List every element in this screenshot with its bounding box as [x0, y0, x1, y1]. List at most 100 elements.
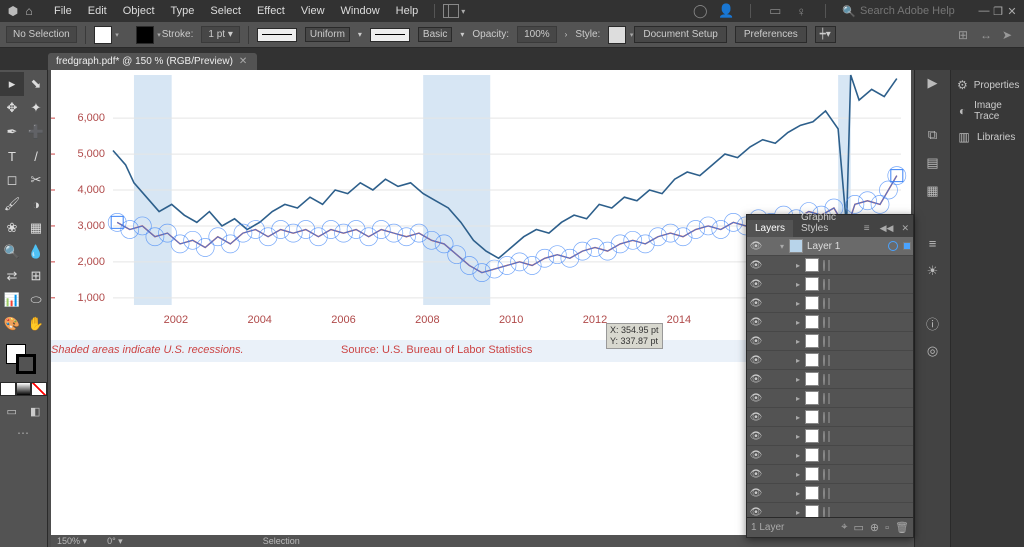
help-search[interactable]: 🔍	[842, 5, 960, 18]
layer-row[interactable]: 👁▸	[747, 503, 913, 517]
graphic-styles-tab[interactable]: Graphic Styles	[793, 209, 858, 237]
visibility-icon[interactable]: 👁	[749, 431, 763, 442]
tool-17[interactable]: ⊞	[24, 264, 48, 288]
new-sublayer-icon[interactable]: ⊕	[870, 521, 879, 534]
tool-12[interactable]: ❀	[0, 216, 24, 240]
tool-13[interactable]: ▦	[24, 216, 48, 240]
visibility-icon[interactable]: 👁	[749, 450, 763, 461]
visibility-icon[interactable]: 👁	[749, 469, 763, 480]
menu-effect[interactable]: Effect	[249, 2, 293, 20]
layer-row[interactable]: 👁▸	[747, 351, 913, 370]
panel-close-icon[interactable]: ✕	[897, 220, 913, 237]
tool-overflow[interactable]: ⋯	[0, 426, 47, 440]
tool-11[interactable]: ◑	[24, 192, 48, 216]
visibility-icon[interactable]: 👁	[749, 374, 763, 385]
tool-7[interactable]: /	[24, 144, 48, 168]
menu-type[interactable]: Type	[163, 2, 203, 20]
layer-row[interactable]: 👁▸	[747, 313, 913, 332]
panel-collapse-icon[interactable]: ◀◀	[876, 220, 898, 237]
document-tab[interactable]: fredgraph.pdf* @ 150 % (RGB/Preview) ✕	[48, 53, 257, 70]
symbols-icon[interactable]: ☀	[924, 262, 942, 280]
style-swatch[interactable]: ▾	[608, 26, 626, 44]
visibility-icon[interactable]: 👁	[749, 412, 763, 423]
stroke-panel-icon[interactable]: ◎	[924, 342, 942, 360]
layer-row[interactable]: 👁▸	[747, 408, 913, 427]
tool-2[interactable]: ✥	[0, 96, 24, 120]
layer-row[interactable]: 👁▸	[747, 332, 913, 351]
tool-19[interactable]: ⬭	[24, 288, 48, 312]
tool-20[interactable]: 🎨	[0, 312, 24, 336]
close-tab-icon[interactable]: ✕	[239, 56, 247, 67]
menu-select[interactable]: Select	[202, 2, 249, 20]
tool-18[interactable]: 📊	[0, 288, 24, 312]
tool-5[interactable]: ➕	[24, 120, 48, 144]
opacity-value[interactable]: 100%	[517, 26, 557, 43]
layer-row[interactable]: 👁▸	[747, 389, 913, 408]
visibility-icon[interactable]: 👁	[749, 317, 763, 328]
layers-tab[interactable]: Layers	[747, 220, 793, 237]
stroke-profile[interactable]	[257, 28, 297, 42]
tool-9[interactable]: ✂	[24, 168, 48, 192]
visibility-icon[interactable]: 👁	[749, 298, 763, 309]
fill-stroke-control[interactable]	[0, 344, 47, 378]
stroke-weight[interactable]: 1 pt ▾	[201, 26, 240, 43]
visibility-icon[interactable]: 👁	[749, 241, 763, 252]
layer-row[interactable]: 👁▸	[747, 484, 913, 503]
brush-label[interactable]: Basic	[418, 27, 452, 42]
home-icon[interactable]: ⌂	[22, 4, 36, 18]
layers-panel[interactable]: Layers Graphic Styles ≡ ◀◀ ✕ 👁▾Layer 1👁▸…	[746, 214, 914, 538]
info-icon[interactable]: ⓘ	[924, 314, 942, 332]
make-clip-icon[interactable]: ▭	[854, 521, 864, 534]
essentials-icon[interactable]: ⊞	[958, 28, 974, 42]
tool-10[interactable]: 🖌	[0, 192, 24, 216]
tool-8[interactable]: ◻	[0, 168, 24, 192]
color-mode-row[interactable]	[0, 382, 47, 396]
color-icon[interactable]: ▤	[924, 154, 942, 172]
layer-row-top[interactable]: 👁▾Layer 1	[747, 237, 913, 256]
fill-swatch[interactable]: ▾	[94, 26, 112, 44]
links-icon[interactable]: ⧉	[924, 126, 942, 144]
panel-menu-icon[interactable]: ≡	[858, 220, 876, 237]
visibility-icon[interactable]: 👁	[749, 355, 763, 366]
tool-6[interactable]: T	[0, 144, 24, 168]
menu-window[interactable]: Window	[333, 2, 388, 20]
image-trace-panel-tab[interactable]: ◐Image Trace	[951, 96, 1024, 126]
tool-1[interactable]: ⬊	[24, 72, 48, 96]
menu-view[interactable]: View	[293, 2, 333, 20]
brush-def[interactable]	[370, 28, 410, 42]
workspace-switcher[interactable]	[443, 4, 459, 18]
layer-row[interactable]: 👁▸	[747, 275, 913, 294]
expand-icon[interactable]: ➤	[1002, 28, 1018, 42]
document-setup-button[interactable]: Document Setup	[634, 26, 727, 43]
arrange-icon[interactable]: ↔	[980, 28, 996, 42]
menu-file[interactable]: File	[46, 2, 80, 20]
brushes-icon[interactable]: ≡	[924, 234, 942, 252]
zoom-level[interactable]: 150% ▾	[57, 536, 87, 547]
layer-row[interactable]: 👁▸	[747, 465, 913, 484]
close-button[interactable]: ✕	[1006, 5, 1018, 17]
arrange-docs-icon[interactable]: ▭	[767, 3, 783, 19]
play-actions-icon[interactable]: ▶	[924, 74, 942, 92]
menu-object[interactable]: Object	[115, 2, 163, 20]
visibility-icon[interactable]: 👁	[749, 488, 763, 499]
tool-16[interactable]: ⇄	[0, 264, 24, 288]
visibility-icon[interactable]: 👁	[749, 279, 763, 290]
align-button[interactable]: ┿▾	[815, 26, 836, 43]
new-layer-icon[interactable]: ▫	[885, 522, 889, 534]
rotation[interactable]: 0° ▾	[107, 536, 123, 547]
tool-15[interactable]: 💧	[24, 240, 48, 264]
stroke-swatch[interactable]: ▾	[136, 26, 154, 44]
cloud-sync-icon[interactable]: ◯	[692, 3, 708, 19]
delete-layer-icon[interactable]: 🗑	[895, 521, 909, 534]
draw-mode-icon[interactable]: ◧	[24, 402, 48, 420]
tool-4[interactable]: ✒	[0, 120, 24, 144]
locate-layer-icon[interactable]: ⌖	[841, 521, 847, 534]
maximize-button[interactable]: ❐	[992, 5, 1004, 17]
layer-row[interactable]: 👁▸	[747, 427, 913, 446]
visibility-icon[interactable]: 👁	[749, 507, 763, 518]
tool-3[interactable]: ✦	[24, 96, 48, 120]
visibility-icon[interactable]: 👁	[749, 260, 763, 271]
tool-0[interactable]: ▸	[0, 72, 24, 96]
tool-14[interactable]: 🔍	[0, 240, 24, 264]
stroke-profile-label[interactable]: Uniform	[305, 27, 350, 42]
